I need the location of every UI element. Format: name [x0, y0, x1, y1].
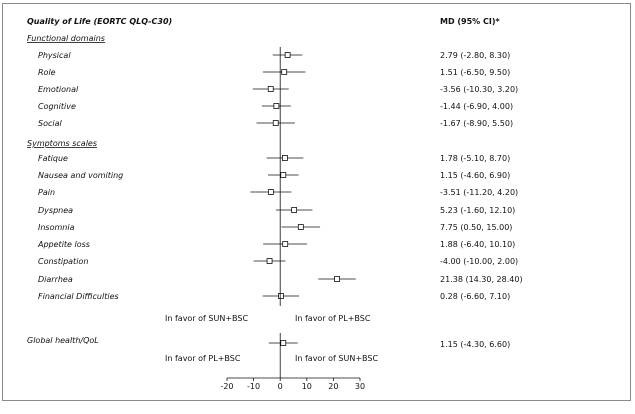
x-tick-label: 30	[355, 382, 365, 391]
x-tick-label: -20	[220, 382, 233, 391]
section-symptoms-scales: Symptoms scales	[27, 139, 97, 148]
x-tick-label: 10	[302, 382, 312, 391]
row-md-social: -1.67 (-8.90, 5.50)	[440, 119, 513, 128]
row-md-diarrhea: 21.38 (14.30, 28.40)	[440, 275, 523, 284]
row-label-global-health: Global health/QoL	[27, 336, 99, 345]
chart-frame	[2, 3, 631, 401]
favor-top-left: In favor of SUN+BSC	[165, 314, 248, 323]
point-estimate-financial-difficulties	[278, 293, 284, 299]
row-md-dyspnea: 5.23 (-1.60, 12.10)	[440, 206, 515, 215]
row-label-fatique: Fatique	[38, 154, 68, 163]
row-md-cognitive: -1.44 (-6.90, 4.00)	[440, 102, 513, 111]
point-estimate-constipation	[266, 258, 273, 264]
row-label-pain: Pain	[38, 188, 55, 197]
point-estimate-appetite-loss	[282, 241, 289, 247]
x-tick-label: -10	[247, 382, 260, 391]
x-axis: -20 -10 0 10 20 30	[220, 377, 365, 391]
md-column-header: MD (95% CI)*	[440, 17, 500, 26]
point-estimate-diarrhea	[334, 276, 340, 282]
favor-bottom-right: In favor of SUN+BSC	[295, 354, 378, 363]
row-label-social: Social	[38, 119, 62, 128]
row-md-nausea-and-vomiting: 1.15 (-4.60, 6.90)	[440, 171, 510, 180]
point-estimate-global-health-qol	[280, 340, 287, 346]
point-estimate-pain	[267, 189, 274, 195]
x-tick-label: 20	[328, 382, 338, 391]
favor-top-right: In favor of PL+BSC	[295, 314, 371, 323]
row-label-cognitive: Cognitive	[38, 102, 76, 111]
forest-rows: Physical 2.79 (-2.80, 8.30) Role 1.51 (-6.5…	[37, 47, 523, 378]
chart-title: Quality of Life (EORTC QLQ-C30)	[27, 17, 172, 26]
x-tick-label: 0	[278, 382, 283, 391]
row-label-dyspnea: Dyspnea	[38, 206, 73, 215]
point-estimate-social	[272, 120, 279, 126]
point-estimate-physical	[284, 52, 291, 58]
row-label-insomnia: Insomnia	[38, 223, 75, 232]
row-md-fatique: 1.78 (-5.10, 8.70)	[440, 154, 510, 163]
point-estimate-role	[281, 69, 288, 75]
favor-bottom-left: In favor of PL+BSC	[165, 354, 241, 363]
row-label-financial-difficulties: Financial Difficulties	[38, 292, 119, 301]
row-label-physical: Physical	[38, 51, 71, 60]
row-md-financial-difficulties: 0.28 (-6.60, 7.10)	[440, 292, 510, 301]
point-estimate-cognitive	[273, 103, 280, 109]
section-functional-domains: Functional domains	[27, 34, 105, 43]
row-md-appetite-loss: 1.88 (-6.40, 10.10)	[440, 240, 515, 249]
row-md-physical: 2.79 (-2.80, 8.30)	[440, 51, 510, 60]
point-estimate-dyspnea	[291, 207, 298, 213]
row-label-appetite-loss: Appetite loss	[37, 240, 90, 249]
row-md-insomnia: 7.75 (0.50, 15.00)	[440, 223, 512, 232]
row-md-global-health: 1.15 (-4.30, 6.60)	[440, 340, 510, 349]
point-estimate-insomnia	[297, 224, 304, 230]
row-label-role: Role	[38, 68, 56, 77]
row-label-diarrhea: Diarrhea	[38, 275, 73, 284]
row-md-pain: -3.51 (-11.20, 4.20)	[440, 188, 518, 197]
point-estimate-nausea-and-vomiting	[280, 172, 287, 178]
row-label-emotional: Emotional	[38, 85, 79, 94]
row-label-nausea-and-vomiting: Nausea and vomiting	[38, 171, 123, 180]
point-estimate-fatique	[282, 155, 288, 161]
row-md-role: 1.51 (-6.50, 9.50)	[440, 68, 510, 77]
row-label-constipation: Constipation	[38, 257, 88, 266]
point-estimate-emotional	[267, 86, 274, 92]
row-md-constipation: -4.00 (-10.00, 2.00)	[440, 257, 518, 266]
row-md-emotional: -3.56 (-10.30, 3.20)	[440, 85, 518, 94]
